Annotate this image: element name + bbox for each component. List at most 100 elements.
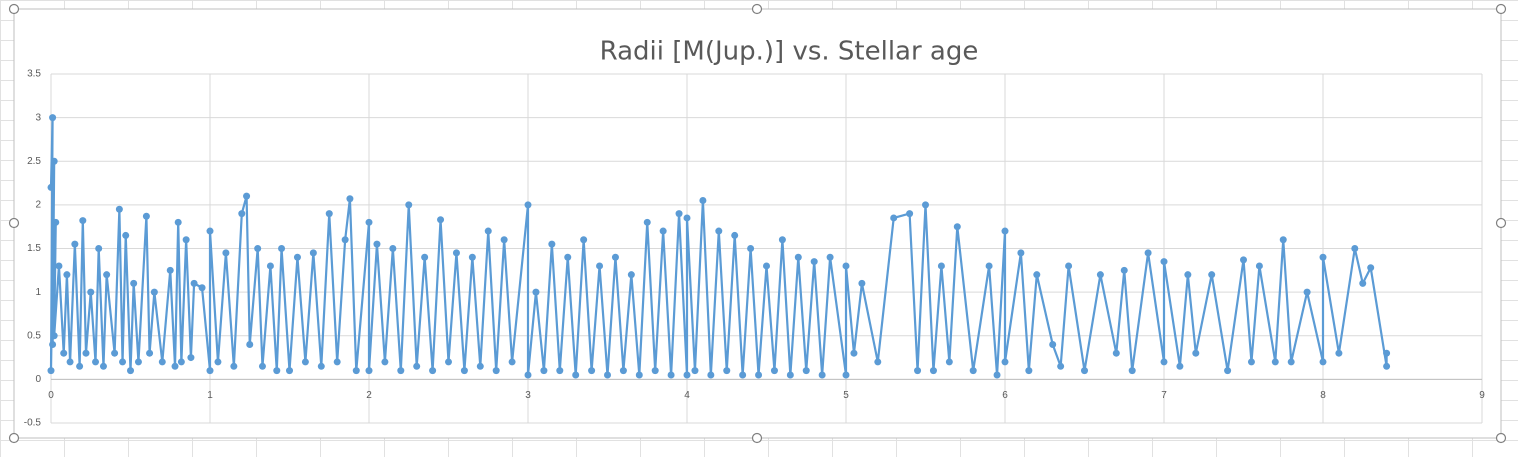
x-tick-label: 9 — [1479, 390, 1485, 401]
data-point — [1351, 245, 1359, 252]
data-point — [158, 358, 166, 366]
x-tick-label: 7 — [1161, 390, 1167, 401]
data-point — [79, 217, 87, 225]
data-point — [1065, 262, 1073, 270]
data-point — [187, 354, 195, 362]
handle[interactable] — [8, 432, 20, 444]
data-point — [60, 349, 68, 357]
data-point — [206, 367, 214, 375]
data-point — [699, 197, 707, 205]
data-point — [1049, 340, 1057, 348]
data-point — [50, 332, 58, 340]
data-point — [389, 245, 397, 252]
x-tick-label: 0 — [48, 390, 54, 401]
data-point — [890, 214, 898, 222]
data-point — [50, 157, 58, 165]
data-point — [723, 367, 731, 375]
data-point — [1025, 367, 1033, 375]
y-tick-label: -0.5 — [24, 418, 42, 429]
data-point — [1160, 358, 1168, 366]
data-point — [111, 349, 119, 357]
data-point — [127, 367, 134, 375]
y-tick-label: 1 — [35, 287, 41, 298]
data-point — [1144, 249, 1152, 257]
data-point — [99, 362, 107, 370]
data-point — [770, 367, 778, 375]
resize-handles[interactable] — [8, 3, 1507, 444]
data-point — [715, 227, 723, 235]
y-tick-label: 0.5 — [27, 330, 41, 341]
x-tick-label: 3 — [525, 390, 531, 401]
plot-area: -0.5 0 0.5 1 1.5 2 2.5 3 3.5 0 1 2 3 4 5 6 7 8 9 — [24, 69, 1485, 429]
data-point — [198, 284, 206, 292]
data-point — [850, 349, 858, 357]
data-point — [588, 367, 596, 375]
data-point — [1112, 349, 1120, 357]
data-point — [309, 249, 317, 257]
data-point — [874, 358, 882, 366]
handle[interactable] — [1495, 3, 1507, 15]
data-point — [1081, 367, 1088, 375]
data-point — [47, 183, 55, 191]
data-point — [675, 210, 683, 218]
data-point — [747, 245, 755, 252]
data-point — [945, 358, 953, 366]
data-point — [273, 367, 281, 375]
data-point — [1271, 358, 1279, 366]
data-point — [1240, 256, 1247, 264]
data-point — [1001, 227, 1009, 235]
data-point — [683, 214, 691, 222]
data-point — [115, 205, 123, 213]
handle[interactable] — [751, 3, 763, 15]
data-point — [651, 367, 659, 375]
data-point — [922, 201, 929, 209]
data-point — [540, 367, 548, 375]
data-point — [755, 371, 763, 379]
data-point — [1287, 358, 1295, 366]
data-point — [341, 236, 349, 244]
handle[interactable] — [751, 432, 763, 444]
data-point — [1247, 358, 1255, 366]
data-point — [929, 367, 937, 375]
data-point — [548, 240, 556, 248]
data-point — [365, 218, 373, 226]
data-point — [532, 288, 540, 296]
handle[interactable] — [8, 3, 20, 15]
data-point — [1303, 288, 1311, 296]
data-point — [914, 367, 922, 375]
data-point — [969, 367, 977, 375]
data-point — [1128, 367, 1136, 375]
x-tick-label: 8 — [1320, 390, 1326, 401]
data-point — [476, 362, 484, 370]
data-point — [937, 262, 945, 270]
data-point — [794, 253, 802, 261]
y-tick-label: 2 — [35, 200, 41, 211]
y-tick-label: 2.5 — [27, 156, 41, 167]
data-point — [1160, 258, 1168, 266]
data-point — [1383, 362, 1391, 370]
data-point — [365, 367, 373, 375]
data-point — [1001, 358, 1009, 366]
y-tick-label: 0 — [35, 374, 41, 385]
data-point — [66, 358, 74, 366]
data-point — [556, 367, 564, 375]
data-point — [346, 195, 354, 203]
handle[interactable] — [1495, 217, 1507, 229]
data-point — [95, 245, 103, 252]
data-point — [333, 358, 341, 366]
data-point — [985, 262, 993, 270]
data-point — [421, 253, 429, 261]
handle[interactable] — [1495, 432, 1507, 444]
data-point — [49, 114, 57, 122]
data-point — [150, 288, 158, 296]
data-point — [76, 362, 84, 370]
data-point — [174, 218, 182, 226]
data-point — [1224, 367, 1232, 375]
handle[interactable] — [8, 217, 20, 229]
data-point — [667, 371, 675, 379]
data-point — [1367, 264, 1375, 272]
data-point — [437, 216, 445, 224]
data-point — [1319, 253, 1327, 261]
data-point — [122, 231, 130, 239]
